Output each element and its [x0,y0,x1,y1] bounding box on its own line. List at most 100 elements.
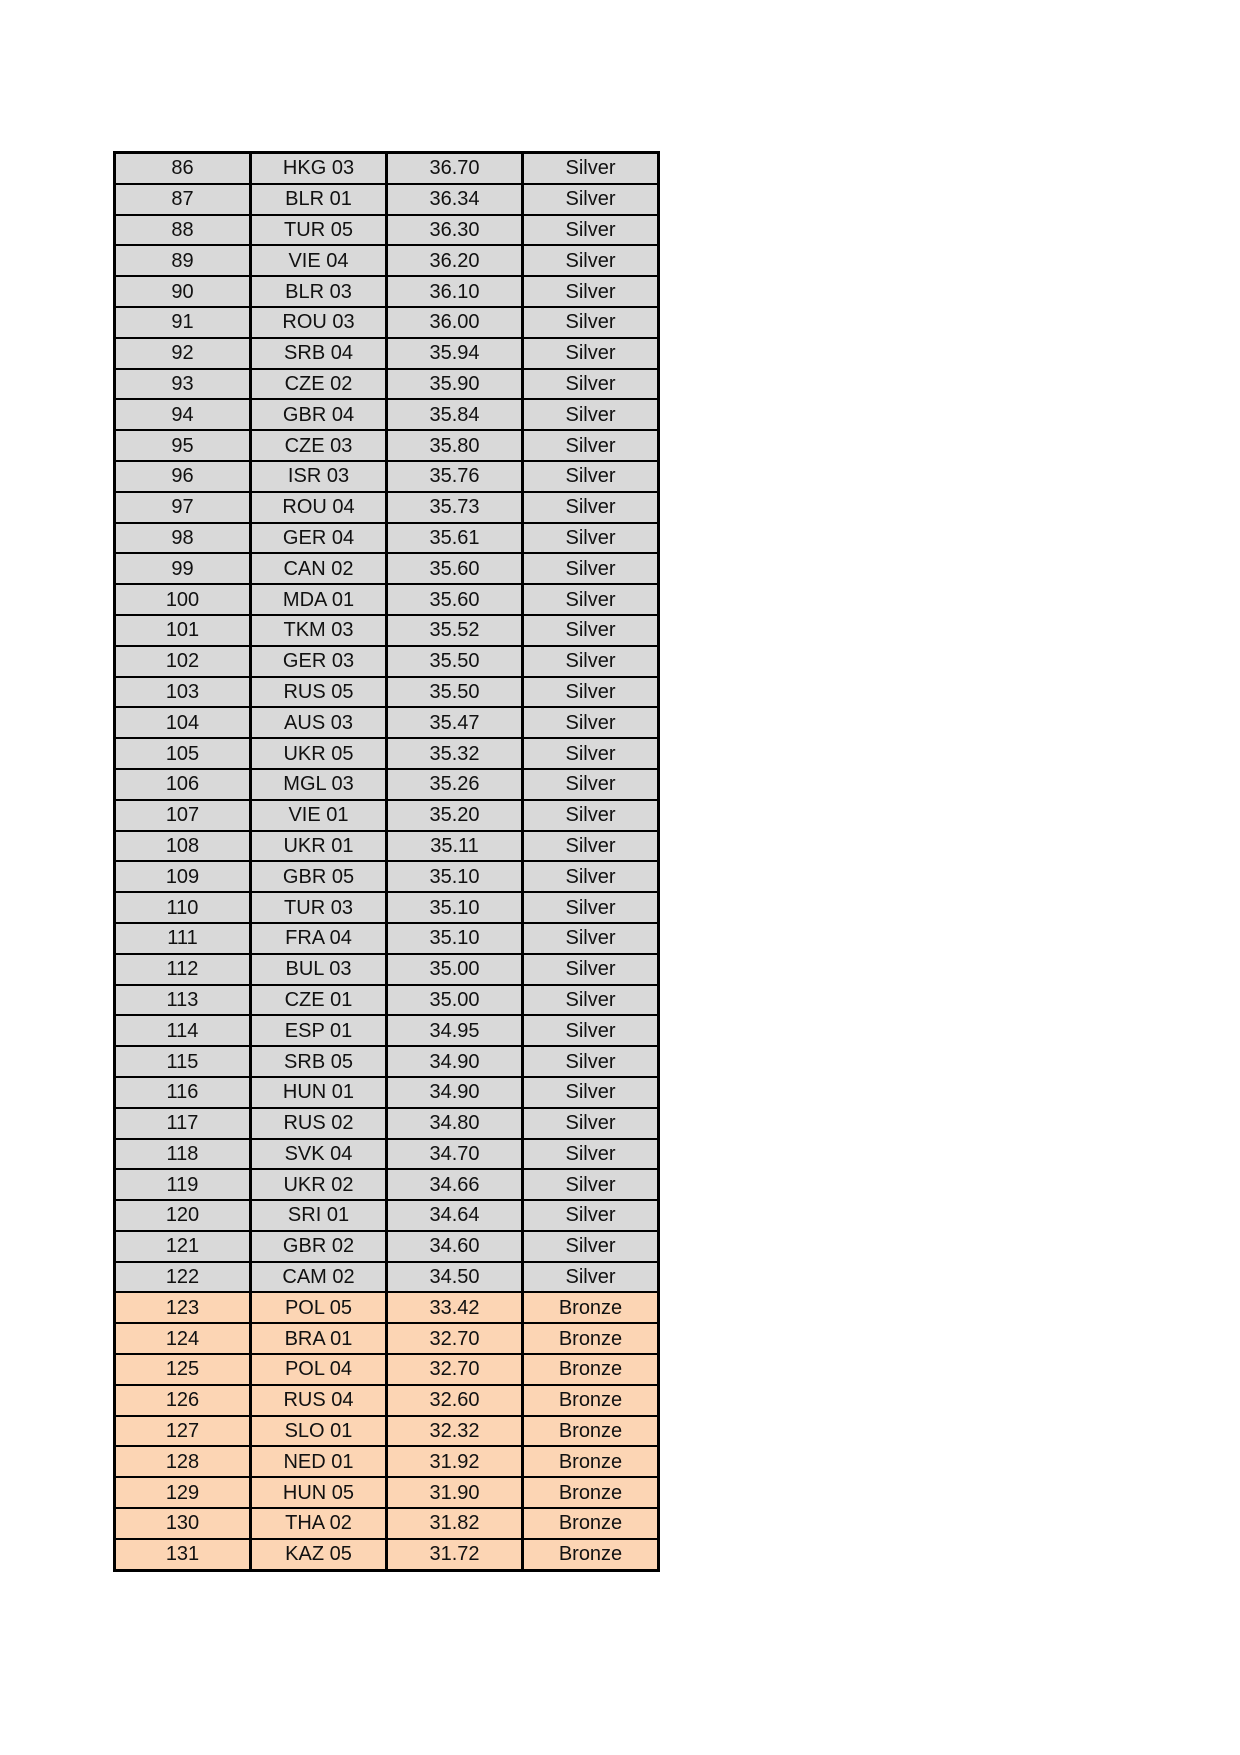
table-row: 128 NED 01 31.92 Bronze [113,1445,660,1479]
table-row: 126 RUS 04 32.60 Bronze [113,1383,660,1417]
rank-cell: 128 [113,1445,252,1479]
table-row: 118 SVK 04 34.70 Silver [113,1137,660,1171]
score-cell: 35.84 [385,398,524,432]
table-row: 131 KAZ 05 31.72 Bronze [113,1537,660,1572]
medal-cell: Silver [521,459,660,493]
rank-cell: 124 [113,1322,252,1356]
table-row: 100 MDA 01 35.60 Silver [113,583,660,616]
rank-cell: 114 [113,1014,252,1048]
score-cell: 33.42 [385,1291,524,1325]
team-cell: VIE 04 [249,244,388,278]
score-cell: 34.90 [385,1075,524,1109]
team-cell: GBR 02 [249,1229,388,1263]
rank-cell: 95 [113,429,252,462]
team-cell: POL 04 [249,1353,388,1386]
score-cell: 34.95 [385,1014,524,1048]
rank-cell: 93 [113,367,252,401]
table-row: 91 ROU 03 36.00 Silver [113,305,660,339]
score-cell: 35.00 [385,952,524,986]
medal-cell: Bronze [521,1383,660,1417]
medal-cell: Silver [521,860,660,894]
medal-cell: Silver [521,1075,660,1109]
team-cell: RUS 02 [249,1106,388,1140]
team-cell: KAZ 05 [249,1537,388,1572]
team-cell: SRB 05 [249,1045,388,1078]
table-row: 89 VIE 04 36.20 Silver [113,244,660,278]
rank-cell: 101 [113,613,252,647]
medal-cell: Bronze [521,1537,660,1572]
rank-cell: 131 [113,1537,252,1572]
score-cell: 32.60 [385,1383,524,1417]
score-cell: 31.82 [385,1507,524,1540]
medal-cell: Silver [521,182,660,216]
table-row: 125 POL 04 32.70 Bronze [113,1353,660,1386]
medal-cell: Silver [521,1137,660,1171]
team-cell: ROU 03 [249,305,388,339]
score-cell: 36.30 [385,213,524,247]
score-cell: 31.92 [385,1445,524,1479]
rank-cell: 106 [113,767,252,801]
team-cell: BLR 03 [249,275,388,308]
medal-cell: Silver [521,367,660,401]
team-cell: THA 02 [249,1507,388,1540]
score-cell: 36.20 [385,244,524,278]
table-row: 101 TKM 03 35.52 Silver [113,613,660,647]
score-cell: 34.64 [385,1199,524,1232]
medal-cell: Silver [521,737,660,770]
medal-cell: Silver [521,1014,660,1048]
medal-cell: Bronze [521,1476,660,1510]
score-cell: 34.70 [385,1137,524,1171]
medal-cell: Bronze [521,1353,660,1386]
medal-cell: Silver [521,244,660,278]
score-cell: 34.66 [385,1168,524,1202]
rank-cell: 86 [113,151,252,185]
table-row: 102 GER 03 35.50 Silver [113,644,660,678]
rank-cell: 113 [113,983,252,1017]
score-cell: 34.50 [385,1260,524,1294]
rank-cell: 96 [113,459,252,493]
table-row: 110 TUR 03 35.10 Silver [113,891,660,924]
rank-cell: 127 [113,1414,252,1448]
medal-cell: Silver [521,891,660,924]
score-cell: 36.34 [385,182,524,216]
table-row: 109 GBR 05 35.10 Silver [113,860,660,894]
medal-cell: Silver [521,952,660,986]
table-row: 108 UKR 01 35.11 Silver [113,829,660,863]
team-cell: TKM 03 [249,613,388,647]
medal-cell: Silver [521,552,660,586]
team-cell: FRA 04 [249,921,388,955]
table-row: 88 TUR 05 36.30 Silver [113,213,660,247]
score-cell: 35.80 [385,429,524,462]
team-cell: MGL 03 [249,767,388,801]
team-cell: BLR 01 [249,182,388,216]
score-cell: 35.20 [385,798,524,832]
table-row: 111 FRA 04 35.10 Silver [113,921,660,955]
table-row: 98 GER 04 35.61 Silver [113,521,660,555]
medal-cell: Silver [521,1199,660,1232]
rank-cell: 130 [113,1507,252,1540]
score-cell: 35.76 [385,459,524,493]
table-row: 127 SLO 01 32.32 Bronze [113,1414,660,1448]
medal-cell: Silver [521,305,660,339]
team-cell: TUR 05 [249,213,388,247]
rank-cell: 104 [113,706,252,740]
score-cell: 35.94 [385,336,524,370]
table-row: 120 SRI 01 34.64 Silver [113,1199,660,1232]
rank-cell: 103 [113,675,252,709]
rank-cell: 129 [113,1476,252,1510]
medal-cell: Silver [521,644,660,678]
medal-cell: Silver [521,521,660,555]
score-cell: 35.10 [385,921,524,955]
table-row: 96 ISR 03 35.76 Silver [113,459,660,493]
score-cell: 35.11 [385,829,524,863]
medal-cell: Bronze [521,1507,660,1540]
rank-cell: 102 [113,644,252,678]
table-row: 116 HUN 01 34.90 Silver [113,1075,660,1109]
table-row: 113 CZE 01 35.00 Silver [113,983,660,1017]
rank-cell: 108 [113,829,252,863]
table-row: 117 RUS 02 34.80 Silver [113,1106,660,1140]
team-cell: UKR 02 [249,1168,388,1202]
rank-cell: 120 [113,1199,252,1232]
team-cell: SRB 04 [249,336,388,370]
score-cell: 36.10 [385,275,524,308]
